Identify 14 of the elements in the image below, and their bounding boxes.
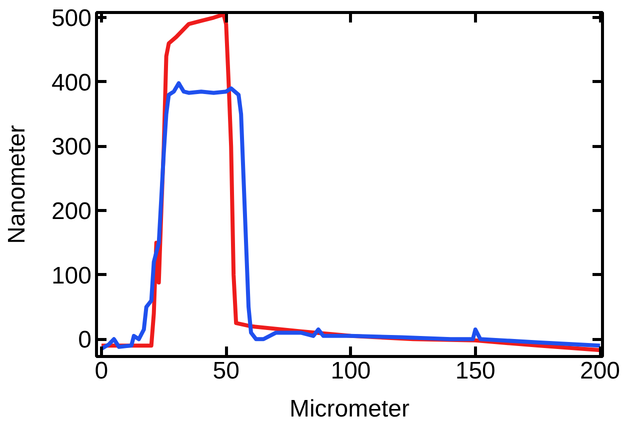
y-tick-label: 300 [51, 134, 92, 161]
x-tick-label: 100 [330, 358, 371, 384]
x-tick-label: 0 [94, 358, 108, 384]
y-tick-label: 0 [78, 326, 92, 354]
y-tick-label: 100 [51, 262, 92, 290]
line-series [99, 81, 602, 351]
y-axis-title: Nanometer [3, 125, 30, 244]
x-axis-title: Micrometer [289, 396, 410, 422]
y-tick-label: 200 [51, 198, 92, 226]
y-tick-label: 400 [51, 69, 92, 96]
x-tick-label: 200 [580, 358, 620, 384]
y-tick-label: 500 [51, 5, 92, 32]
x-tick-label: 150 [455, 358, 496, 384]
x-tick-label: 50 [212, 358, 240, 384]
